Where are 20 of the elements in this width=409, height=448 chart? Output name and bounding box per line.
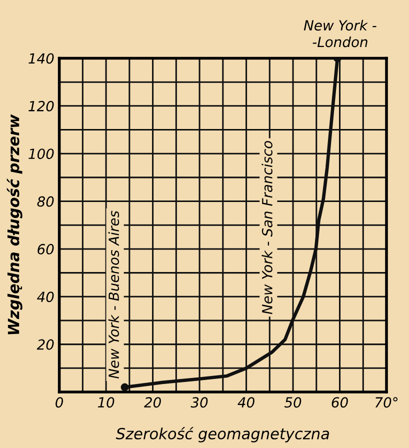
x-tick-label: 40 bbox=[238, 397, 254, 408]
x-tick-label: 70° bbox=[375, 397, 398, 408]
y-tick-label: 60 bbox=[38, 244, 54, 254]
annotation: New York - San Francisco bbox=[262, 141, 272, 314]
x-axis-title: Szerokość geomagnetyczna bbox=[116, 426, 329, 442]
y-tick-label: 20 bbox=[36, 339, 54, 350]
y-tick-label: 80 bbox=[37, 196, 54, 207]
y-tick-label: 100 bbox=[28, 148, 54, 160]
y-tick-label: 40 bbox=[37, 292, 54, 302]
x-tick-label: 20 bbox=[144, 397, 161, 408]
annotation: New York - -London bbox=[304, 20, 376, 48]
x-tick-label: 60 bbox=[332, 397, 348, 408]
y-tick-label: 120 bbox=[28, 100, 54, 112]
x-tick-label: 50 bbox=[284, 397, 302, 408]
x-tick-label: 0 bbox=[56, 397, 64, 408]
annotation: New York - Buenos Aires bbox=[108, 210, 120, 379]
y-tick-label: 140 bbox=[28, 53, 54, 64]
x-tick-label: 10 bbox=[98, 397, 114, 408]
y-axis-title: Względna długość przerw bbox=[6, 114, 22, 334]
x-tick-label: 30 bbox=[190, 397, 208, 408]
